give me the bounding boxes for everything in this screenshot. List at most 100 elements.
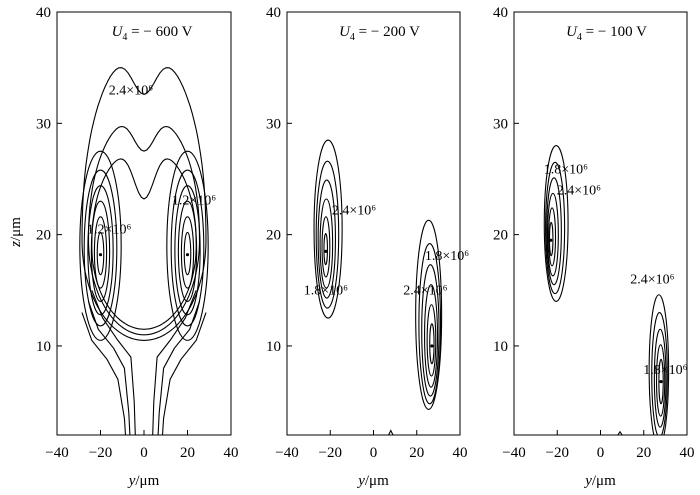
panel-title: U4 = − 600 V	[112, 24, 193, 43]
x-tick-label: −20	[546, 445, 569, 461]
contour-line	[161, 312, 207, 435]
contour-line	[655, 344, 666, 417]
x-axis-label: y/μm	[356, 473, 389, 489]
x-axis-label: y/μm	[583, 473, 616, 489]
contour-value-label: 2.4×10⁶	[557, 184, 601, 199]
contour-line	[426, 304, 437, 377]
maximum-point	[430, 344, 434, 348]
y-tick-label: 20	[36, 228, 51, 244]
z-axis-label: z/μm	[8, 217, 24, 248]
maximum-point	[185, 253, 190, 257]
contour-line	[648, 294, 670, 435]
contour-line	[183, 231, 192, 276]
contour-value-label: 1.8×10⁶	[544, 162, 588, 177]
contour-line	[90, 200, 111, 302]
contour-line	[321, 216, 331, 278]
x-tick-label: −40	[502, 445, 525, 461]
x-tick-label: 0	[140, 445, 148, 461]
contour-line	[415, 219, 443, 410]
contour-line	[87, 301, 131, 435]
maximum-point	[324, 249, 328, 253]
x-tick-label: 20	[636, 445, 651, 461]
contour-line	[83, 169, 118, 327]
x-tick-label: 20	[180, 445, 195, 461]
contour-line	[157, 301, 201, 435]
contour-line	[319, 198, 334, 289]
x-tick-label: 0	[370, 445, 378, 461]
x-tick-label: 40	[224, 445, 239, 461]
y-tick-label: 30	[36, 116, 51, 132]
y-tick-label: 40	[266, 5, 281, 21]
x-tick-label: 40	[680, 445, 695, 461]
x-tick-label: −40	[275, 445, 298, 461]
panel-1: −40 −20 0 20 40 10 20 30 40 y/μm U4 = − 600 V 2.4×1…	[36, 5, 239, 489]
panel-title: U4 = − 200 V	[339, 24, 420, 43]
contour-line	[313, 139, 343, 319]
contour-line	[548, 207, 557, 267]
contour-line	[81, 312, 127, 435]
panel-3: −40 −20 0 20 40 10 20 30 40 y/μm U4 = − 100 V 1.8×1…	[493, 5, 695, 489]
x-tick-label: −20	[89, 445, 112, 461]
y-tick-label: 30	[493, 116, 508, 132]
contour-line	[543, 145, 569, 302]
contour-line	[91, 290, 136, 435]
contour-line	[317, 179, 336, 299]
contour-line	[96, 231, 105, 276]
maximum-point	[98, 253, 103, 257]
x-tick-label: 40	[453, 445, 468, 461]
plot-frame	[56, 11, 232, 436]
contour-line	[315, 160, 340, 309]
contour-line	[177, 200, 198, 302]
contour-line	[81, 67, 207, 341]
contour-value-label: 2.4×10⁶	[109, 83, 153, 98]
contour-value-label: 2.4×10⁶	[332, 204, 376, 219]
contour-line	[87, 185, 114, 316]
y-tick-label: 10	[493, 339, 508, 355]
contour-group	[543, 145, 670, 435]
contour-line	[174, 185, 201, 316]
y-tick-label: 10	[36, 339, 51, 355]
contour-line	[651, 312, 668, 435]
y-tick-label: 30	[266, 116, 281, 132]
contour-line	[429, 323, 435, 365]
x-tick-label: 20	[409, 445, 424, 461]
maximum-point	[549, 238, 553, 242]
contour-line	[617, 430, 623, 435]
contour-group	[313, 139, 443, 435]
contour-value-label: 1.8×10⁶	[304, 284, 348, 299]
contour-value-label: 2.4×10⁶	[630, 273, 674, 288]
contour-value-label: 2.4×10⁶	[403, 284, 447, 299]
x-tick-label: 0	[597, 445, 605, 461]
y-tick-label: 10	[266, 339, 281, 355]
contour-line	[323, 232, 328, 266]
x-axis-label: y/μm	[127, 473, 160, 489]
contour-value-label: 1.8×10⁶	[643, 363, 687, 378]
y-tick-label: 20	[493, 228, 508, 244]
contour-value-label: 1.2×10⁶	[87, 223, 131, 238]
contour-line	[166, 150, 209, 341]
contour-line	[658, 358, 664, 405]
x-tick-label: −40	[45, 445, 68, 461]
maximum-point	[659, 379, 663, 384]
panels-group: −40 −20 0 20 40 10 20 30 40 y/μm U4 = − 600 V 2.4×1…	[36, 5, 695, 489]
contour-value-label: 1.2×10⁶	[172, 194, 216, 209]
contour-line	[423, 284, 439, 388]
contour-line	[545, 161, 566, 295]
contour-value-label: 1.8×10⁶	[425, 249, 469, 264]
contour-line	[152, 290, 197, 435]
contour-line	[548, 221, 554, 257]
panel-title: U4 = − 100 V	[566, 24, 647, 43]
y-tick-label: 20	[266, 228, 281, 244]
panel-2: −40 −20 0 20 40 10 20 30 40 y/μm U4 = − 200 V 2.4×1…	[266, 5, 469, 489]
contour-line	[170, 169, 205, 327]
contour-line	[79, 150, 122, 341]
y-tick-label: 40	[36, 5, 51, 21]
contour-line	[93, 216, 108, 289]
x-tick-label: −20	[319, 445, 342, 461]
contour-line	[418, 242, 442, 405]
contour-group	[79, 67, 209, 435]
contour-line	[653, 328, 667, 428]
contour-line	[421, 264, 440, 397]
y-tick-label: 40	[493, 5, 508, 21]
